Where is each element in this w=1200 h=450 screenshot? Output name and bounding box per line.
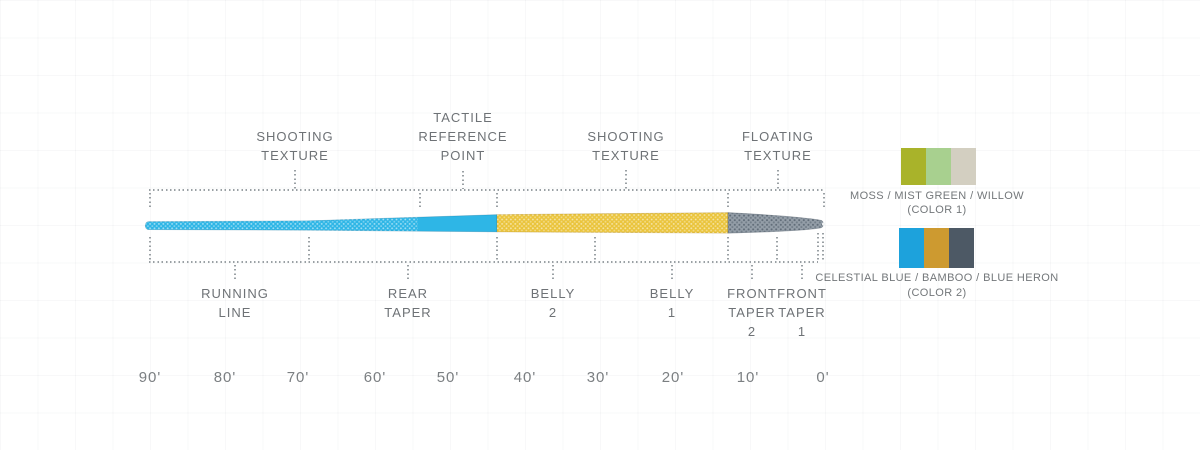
- annotation-line: TACTILE: [433, 110, 493, 125]
- ruler-label-30: 30': [586, 369, 610, 386]
- color2-label: CELESTIAL BLUE / BAMBOO / BLUE HERON: [815, 272, 1059, 284]
- top-dimension-line: [149, 189, 825, 191]
- ruler-label-20: 20': [661, 369, 685, 386]
- section-label-line: 1: [667, 305, 677, 320]
- dimension-tick: [496, 193, 498, 210]
- dimension-tick: [625, 170, 627, 189]
- ruler-label-70: 70': [286, 369, 310, 386]
- ruler-label-50: 50': [436, 369, 460, 386]
- annotation-shooting-texture-rear: SHOOTING TEXTURE: [256, 127, 333, 165]
- swatch-blue-heron: [949, 228, 974, 268]
- shooting-texture-pattern-rear: [145, 217, 419, 232]
- dimension-tick: [801, 265, 803, 281]
- dimension-tick: [671, 265, 673, 281]
- annotation-line: SHOOTING: [587, 129, 665, 144]
- section-label-line: LINE: [218, 305, 252, 320]
- dimension-tick: [823, 193, 825, 210]
- ruler-label-90: 90': [138, 369, 162, 386]
- dimension-tick: [407, 265, 409, 281]
- dimension-tick: [594, 237, 596, 260]
- section-label-line: BELLY: [530, 286, 576, 301]
- color1-sublabel: (COLOR 1): [907, 204, 967, 216]
- ruler-label-10: 10': [736, 369, 760, 386]
- annotation-shooting-texture-belly: SHOOTING TEXTURE: [587, 127, 664, 165]
- bottom-dimension-line: [149, 261, 818, 263]
- section-label-line: RUNNING: [201, 286, 269, 301]
- dimension-tick: [817, 233, 819, 260]
- ruler-label-60: 60': [363, 369, 387, 386]
- annotation-tactile-reference-point: TACTILE REFERENCE POINT: [418, 108, 507, 165]
- welded-loop-notch: [822, 222, 826, 226]
- dimension-tick: [822, 233, 824, 260]
- annotation-line: POINT: [440, 148, 486, 163]
- section-label-line: BELLY: [649, 286, 695, 301]
- dimension-tick: [462, 171, 464, 189]
- section-label-belly-1: BELLY 1: [650, 284, 695, 322]
- dimension-tick: [496, 237, 498, 260]
- dimension-tick: [776, 237, 778, 260]
- annotation-line: TEXTURE: [744, 148, 812, 163]
- section-label-line: 2: [747, 324, 757, 339]
- swatch-moss: [901, 148, 926, 185]
- section-label-rear-taper: REAR TAPER: [384, 284, 431, 322]
- section-label-line: TAPER: [778, 305, 826, 320]
- dimension-tick: [149, 193, 151, 210]
- section-label-running-line: RUNNING LINE: [201, 284, 269, 322]
- color1-label: MOSS / MIST GREEN / WILLOW: [850, 190, 1024, 202]
- section-label-belly-2: BELLY 2: [531, 284, 576, 322]
- swatch-celestial-blue: [899, 228, 924, 268]
- dimension-tick: [149, 237, 151, 260]
- section-label-line: TAPER: [728, 305, 776, 320]
- dimension-tick: [727, 237, 729, 260]
- dimension-tick: [419, 193, 421, 210]
- annotation-floating-texture: FLOATING TEXTURE: [742, 127, 814, 165]
- ruler-label-40: 40': [513, 369, 537, 386]
- dimension-tick: [308, 237, 310, 260]
- dimension-tick: [777, 170, 779, 189]
- color2-swatch-row: [899, 228, 974, 268]
- color1-swatch-row: [901, 148, 976, 185]
- section-label-line: FRONT: [777, 286, 827, 301]
- annotation-line: FLOATING: [741, 129, 815, 144]
- fly-line: [144, 212, 826, 234]
- section-label-line: TAPER: [384, 305, 432, 320]
- annotation-line: TEXTURE: [261, 148, 329, 163]
- section-label-line: REAR: [387, 286, 429, 301]
- section-label-line: FRONT: [727, 286, 777, 301]
- dimension-tick: [727, 193, 729, 210]
- dimension-tick: [552, 265, 554, 281]
- section-label-front-taper-2: FRONT TAPER 2: [727, 284, 777, 341]
- annotation-line: TEXTURE: [592, 148, 660, 163]
- section-label-line: 2: [548, 305, 558, 320]
- section-label-front-taper-1: FRONT TAPER 1: [777, 284, 827, 341]
- floating-texture-pattern-tip: [728, 212, 824, 234]
- swatch-bamboo: [924, 228, 949, 268]
- dimension-tick: [751, 265, 753, 281]
- section-label-line: 1: [797, 324, 807, 339]
- ruler-label-80: 80': [213, 369, 237, 386]
- annotation-line: SHOOTING: [256, 129, 334, 144]
- swatch-willow: [951, 148, 976, 185]
- dimension-tick: [234, 265, 236, 281]
- annotation-line: REFERENCE: [418, 129, 508, 144]
- shooting-texture-pattern-belly: [497, 212, 728, 234]
- dimension-tick: [294, 170, 296, 189]
- swatch-mist-green: [926, 148, 951, 185]
- ruler-label-0: 0': [816, 369, 830, 386]
- color2-sublabel: (COLOR 2): [907, 287, 967, 299]
